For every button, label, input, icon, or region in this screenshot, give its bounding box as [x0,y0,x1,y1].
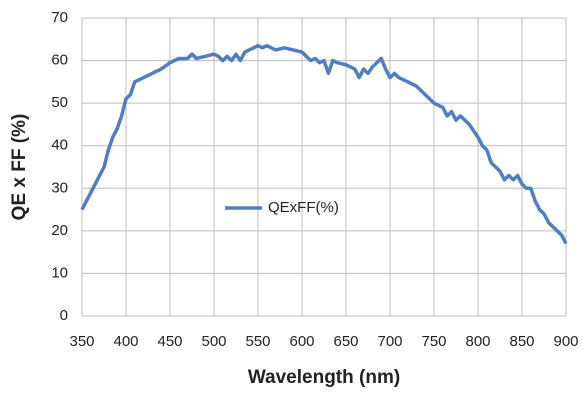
y-tick-label: 60 [51,52,68,69]
x-tick-label: 700 [377,333,402,350]
x-axis-title: Wavelength (nm) [248,367,400,388]
x-tick-label: 850 [509,333,534,350]
x-tick-label: 800 [465,333,490,350]
y-tick-label: 10 [51,264,68,281]
y-tick-label: 0 [60,307,68,324]
y-tick-label: 50 [51,94,68,111]
data-line [80,43,568,245]
y-tick-label: 20 [51,222,68,239]
x-tick-label: 500 [201,333,226,350]
x-tick-label: 600 [289,333,314,350]
y-axis-title: QE x FF (%) [9,114,30,221]
x-tick-label: 750 [421,333,446,350]
y-tick-label: 40 [51,137,68,154]
x-tick-label: 400 [113,333,138,350]
x-tick-label: 450 [157,333,182,350]
x-tick-label: 550 [245,333,270,350]
legend-label: QExFF(%) [268,199,339,216]
x-tick-label: 900 [553,333,578,350]
y-tick-label: 70 [51,9,68,26]
x-tick-label: 650 [333,333,358,350]
x-tick-label: 350 [69,333,94,350]
y-tick-label: 30 [51,179,68,196]
